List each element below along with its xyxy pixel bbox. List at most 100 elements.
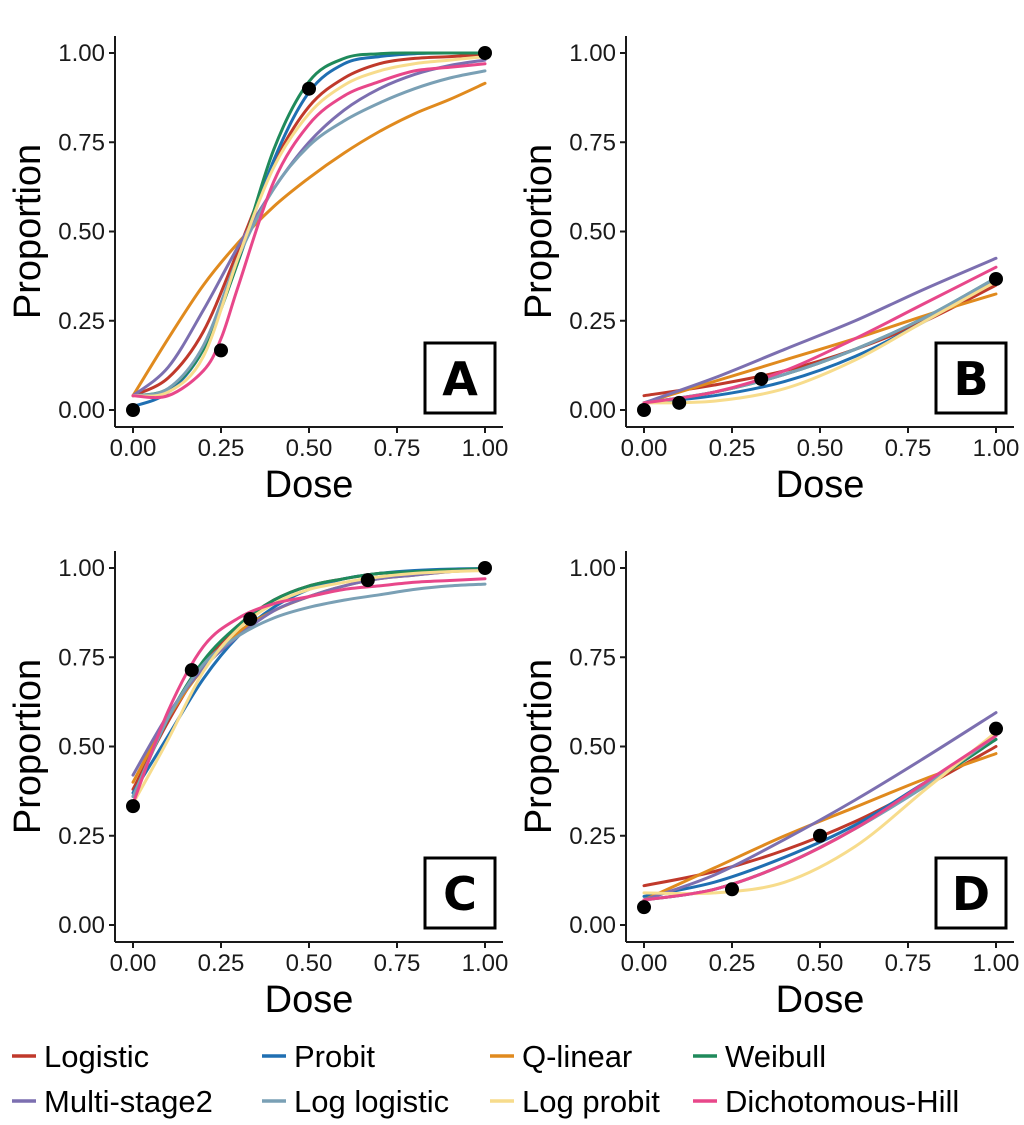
panel-label-box bbox=[934, 341, 1008, 415]
panel-a: 0.00 0.25 0.50 0.75 1.00 0.00 0.25 0.50 0.75 1.00… bbox=[7, 36, 508, 506]
x-tick-label: 1.00 bbox=[973, 950, 1020, 977]
series-group bbox=[642, 256, 998, 405]
legend-item: Log logistic bbox=[262, 1084, 449, 1119]
y-tick-label: 1.00 bbox=[569, 40, 616, 67]
y-tick-label: 0.50 bbox=[569, 219, 616, 246]
legend-label: Q-linear bbox=[522, 1039, 632, 1074]
legend-label: Dichotomous-Hill bbox=[725, 1084, 959, 1119]
legend-item: Q-linear bbox=[490, 1039, 632, 1074]
panel-label-box bbox=[934, 856, 1008, 930]
x-tick-label: 0.75 bbox=[374, 950, 421, 977]
legend-label: Log probit bbox=[522, 1084, 660, 1119]
y-axis-title: Proportion bbox=[518, 659, 560, 834]
y-tick-label: 0.50 bbox=[58, 219, 105, 246]
x-tick-label: 0.50 bbox=[286, 950, 333, 977]
data-point bbox=[360, 573, 375, 588]
y-tick-label: 0.75 bbox=[569, 644, 616, 671]
y-tick-label: 0.50 bbox=[569, 734, 616, 761]
data-point bbox=[184, 663, 199, 678]
x-axis-title: Dose bbox=[776, 464, 865, 506]
series-line-q-linear bbox=[131, 81, 487, 398]
series-group bbox=[642, 711, 998, 902]
legend-label: Log logistic bbox=[294, 1084, 449, 1119]
x-tick-label: 0.00 bbox=[621, 435, 668, 462]
series-line-probit bbox=[131, 566, 487, 795]
y-tick-label: 1.00 bbox=[569, 555, 616, 582]
x-tick-label: 1.00 bbox=[973, 435, 1020, 462]
y-axis-title: Proportion bbox=[7, 144, 49, 319]
panel-label: D bbox=[952, 867, 990, 921]
legend-item: Logistic bbox=[12, 1039, 149, 1074]
data-point bbox=[478, 46, 492, 60]
panel-label-box bbox=[423, 856, 497, 930]
series-group bbox=[131, 566, 487, 806]
data-point bbox=[243, 612, 258, 627]
y-tick-label: 1.00 bbox=[58, 555, 105, 582]
y-tick-label: 0.75 bbox=[58, 644, 105, 671]
x-tick-label: 1.00 bbox=[462, 435, 509, 462]
legend-item: Multi-stage2 bbox=[12, 1084, 213, 1119]
series-line-log-probit bbox=[642, 280, 998, 405]
data-point bbox=[126, 799, 140, 814]
legend-item: Dichotomous-Hill bbox=[693, 1084, 959, 1119]
series-line-log-probit bbox=[131, 55, 487, 398]
legend-label: Multi-stage2 bbox=[44, 1084, 213, 1119]
y-tick-label: 0.50 bbox=[58, 734, 105, 761]
panel-label: A bbox=[442, 352, 478, 406]
y-tick-label: 0.75 bbox=[569, 129, 616, 156]
x-tick-label: 0.00 bbox=[621, 950, 668, 977]
x-tick-label: 0.00 bbox=[110, 435, 157, 462]
y-tick-label: 0.25 bbox=[569, 823, 616, 850]
series-line-log-logistic bbox=[131, 582, 487, 798]
panel-b: 0.00 0.25 0.50 0.75 1.00 0.00 0.25 0.50 0.75 1.00… bbox=[518, 36, 1019, 506]
y-axis-title: Proportion bbox=[7, 659, 49, 834]
x-tick-label: 0.75 bbox=[374, 435, 421, 462]
series-line-logistic bbox=[131, 53, 487, 398]
data-point bbox=[672, 395, 687, 410]
x-tick-label: 0.75 bbox=[885, 435, 932, 462]
series-line-multi-stage2 bbox=[642, 256, 998, 405]
x-axis-title: Dose bbox=[265, 979, 354, 1021]
series-line-weibull bbox=[131, 51, 487, 398]
legend-label: Logistic bbox=[44, 1039, 149, 1074]
series-line-dichotomous-hill bbox=[131, 62, 487, 400]
series-group bbox=[131, 51, 487, 408]
x-tick-label: 0.00 bbox=[110, 950, 157, 977]
x-tick-label: 0.25 bbox=[709, 950, 756, 977]
y-tick-label: 0.00 bbox=[58, 397, 105, 424]
y-tick-label: 0.00 bbox=[569, 912, 616, 939]
panel-d: 0.00 0.25 0.50 0.75 1.00 0.00 0.25 0.50 0.75 1.00… bbox=[518, 551, 1019, 1021]
series-line-log-probit bbox=[131, 569, 487, 806]
x-tick-label: 0.25 bbox=[709, 435, 756, 462]
data-point bbox=[126, 403, 140, 417]
x-tick-label: 0.50 bbox=[797, 435, 844, 462]
y-tick-label: 1.00 bbox=[58, 40, 105, 67]
series-line-dichotomous-hill bbox=[642, 265, 998, 405]
x-axis-title: Dose bbox=[265, 464, 354, 506]
x-tick-label: 0.50 bbox=[797, 950, 844, 977]
legend: Logistic Probit Q-linear Weibull Multi-stage… bbox=[12, 1039, 959, 1119]
data-point bbox=[989, 721, 1003, 736]
y-tick-label: 0.25 bbox=[58, 823, 105, 850]
y-tick-label: 0.25 bbox=[58, 308, 105, 335]
legend-item: Weibull bbox=[693, 1039, 826, 1074]
series-line-multi-stage2 bbox=[131, 58, 487, 398]
legend-item: Log probit bbox=[490, 1084, 660, 1119]
y-tick-label: 0.00 bbox=[58, 912, 105, 939]
data-point bbox=[214, 343, 228, 358]
series-line-dichotomous-hill bbox=[642, 734, 998, 902]
panel-label: B bbox=[953, 352, 988, 406]
panel-label: C bbox=[443, 867, 477, 921]
data-point bbox=[813, 828, 827, 843]
series-line-dichotomous-hill bbox=[131, 577, 487, 806]
panel-label-box bbox=[423, 341, 497, 415]
x-tick-label: 0.50 bbox=[286, 435, 333, 462]
y-tick-label: 0.00 bbox=[569, 397, 616, 424]
series-line-log-probit bbox=[642, 730, 998, 896]
data-point bbox=[754, 371, 769, 386]
legend-label: Weibull bbox=[725, 1039, 826, 1074]
y-axis-title: Proportion bbox=[518, 144, 560, 319]
x-tick-label: 0.25 bbox=[198, 435, 245, 462]
